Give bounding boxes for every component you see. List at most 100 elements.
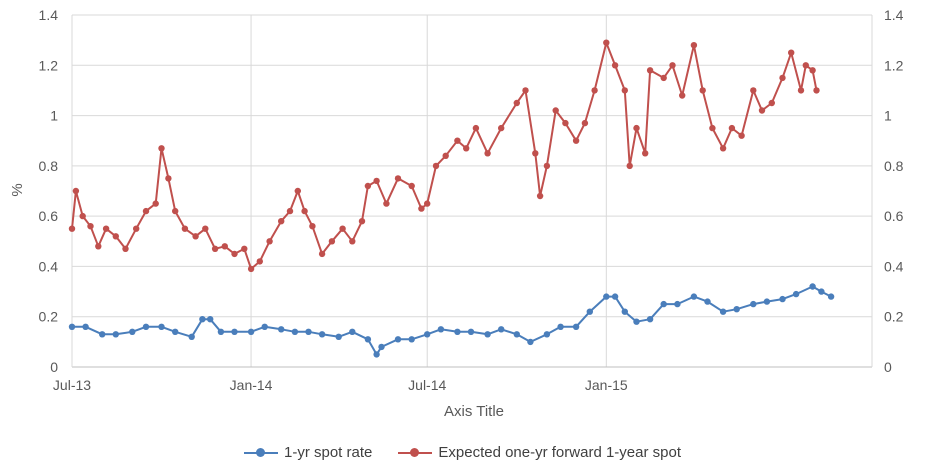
data-point-series-1 [364,336,372,343]
data-point-series-1 [349,328,356,335]
data-point-series-1 [603,293,610,300]
data-point-series-2 [813,87,820,94]
data-point-series-2 [68,225,76,232]
y-tick-label-right: 0.8 [884,158,904,174]
data-point-series-2 [294,187,301,195]
data-point-series-1 [527,338,534,346]
data-point-series-1 [142,323,150,330]
data-point-series-1 [572,323,580,330]
data-point-series-2 [72,187,80,195]
series-line-1 [72,285,832,356]
legend-swatch-spot [244,447,278,459]
data-point-series-2 [424,200,431,207]
data-point-series-2 [158,145,165,152]
data-point-series-2 [383,200,390,207]
y-tick-label-left: 0.6 [39,208,59,224]
data-point-series-1 [199,316,206,323]
data-point-series-2 [408,182,415,190]
y-tick-label-left: 1.4 [39,7,59,23]
data-point-series-2 [463,145,470,152]
data-point-series-2 [358,218,366,225]
data-point-series-1 [467,328,475,335]
data-point-series-2 [152,200,159,207]
legend-swatch-forward [398,447,433,459]
data-point-series-2 [532,150,539,157]
data-point-series-2 [328,238,336,245]
data-point-series-2 [581,119,589,127]
data-point-series-1 [261,323,268,330]
data-point-series-1 [586,308,593,315]
data-point-series-2 [112,233,120,240]
series-group [68,39,835,358]
y-tick-label-left: 0.8 [39,158,59,174]
data-point-series-1 [543,331,551,338]
data-point-series-2 [241,245,248,252]
data-point-series-2 [418,205,425,212]
legend-item-forward: Expected one-yr forward 1-year spot [398,444,681,461]
data-point-series-2 [87,223,94,230]
data-point-series-2 [788,49,795,56]
data-point-series-2 [454,137,461,144]
y-tick-label-left: 1.2 [39,57,59,73]
data-point-series-1 [231,328,238,335]
data-point-series-2 [221,243,228,250]
data-point-series-1 [827,293,835,300]
data-point-series-2 [339,225,346,232]
data-point-series-2 [318,250,326,258]
data-point-series-2 [278,218,285,225]
data-point-series-2 [394,175,402,182]
data-point-series-2 [709,124,716,132]
data-point-series-2 [591,87,598,94]
data-point-series-2 [669,62,676,69]
x-tick-label: Jan-14 [230,377,273,393]
data-point-series-2 [432,162,440,170]
data-point-series-1 [305,328,312,335]
data-point-series-1 [633,318,640,325]
data-point-series-1 [278,326,285,333]
data-point-series-2 [552,107,559,114]
data-point-series-2 [758,107,766,114]
y-tick-label-left: 0.2 [39,309,59,325]
data-point-series-1 [513,331,520,338]
data-point-series-2 [738,132,745,139]
y-tick-label-right: 1.2 [884,57,904,73]
data-point-series-2 [719,145,727,152]
data-point-series-2 [472,124,480,132]
data-point-series-1 [660,300,667,308]
data-point-series-2 [442,152,449,159]
data-point-series-1 [217,328,225,335]
data-point-series-1 [779,295,786,303]
data-point-series-2 [522,87,529,94]
data-point-series-2 [133,225,140,232]
data-point-series-2 [513,99,520,107]
data-point-series-2 [484,150,491,157]
data-point-series-2 [165,175,172,182]
data-point-series-1 [129,328,136,335]
data-point-series-1 [611,293,619,300]
data-point-series-1 [621,308,628,315]
x-axis: Jul-13 Jan-14 Jul-14 Jan-15 [53,377,628,393]
legend-label-forward: Expected one-yr forward 1-year spot [438,444,681,461]
data-point-series-2 [256,258,263,265]
data-point-series-2 [79,212,86,220]
data-point-series-2 [301,207,308,215]
data-point-series-2 [611,62,619,69]
data-point-series-1 [373,351,380,358]
data-point-series-1 [424,331,431,338]
data-point-series-2 [802,62,809,69]
y-tick-label-right: 0.6 [884,208,904,224]
data-point-series-1 [646,316,654,323]
data-point-series-1 [809,283,816,290]
data-point-series-2 [231,250,238,258]
data-point-series-2 [286,207,294,215]
y-tick-label-left: 1 [50,108,58,124]
y-axis-title: % [9,183,26,196]
data-point-series-2 [779,74,786,82]
data-point-series-1 [437,326,445,333]
data-point-series-1 [112,331,120,338]
data-point-series-2 [728,124,736,132]
data-point-series-1 [454,328,461,335]
data-point-series-2 [349,238,356,245]
data-point-series-2 [660,74,667,82]
data-point-series-2 [603,39,610,46]
